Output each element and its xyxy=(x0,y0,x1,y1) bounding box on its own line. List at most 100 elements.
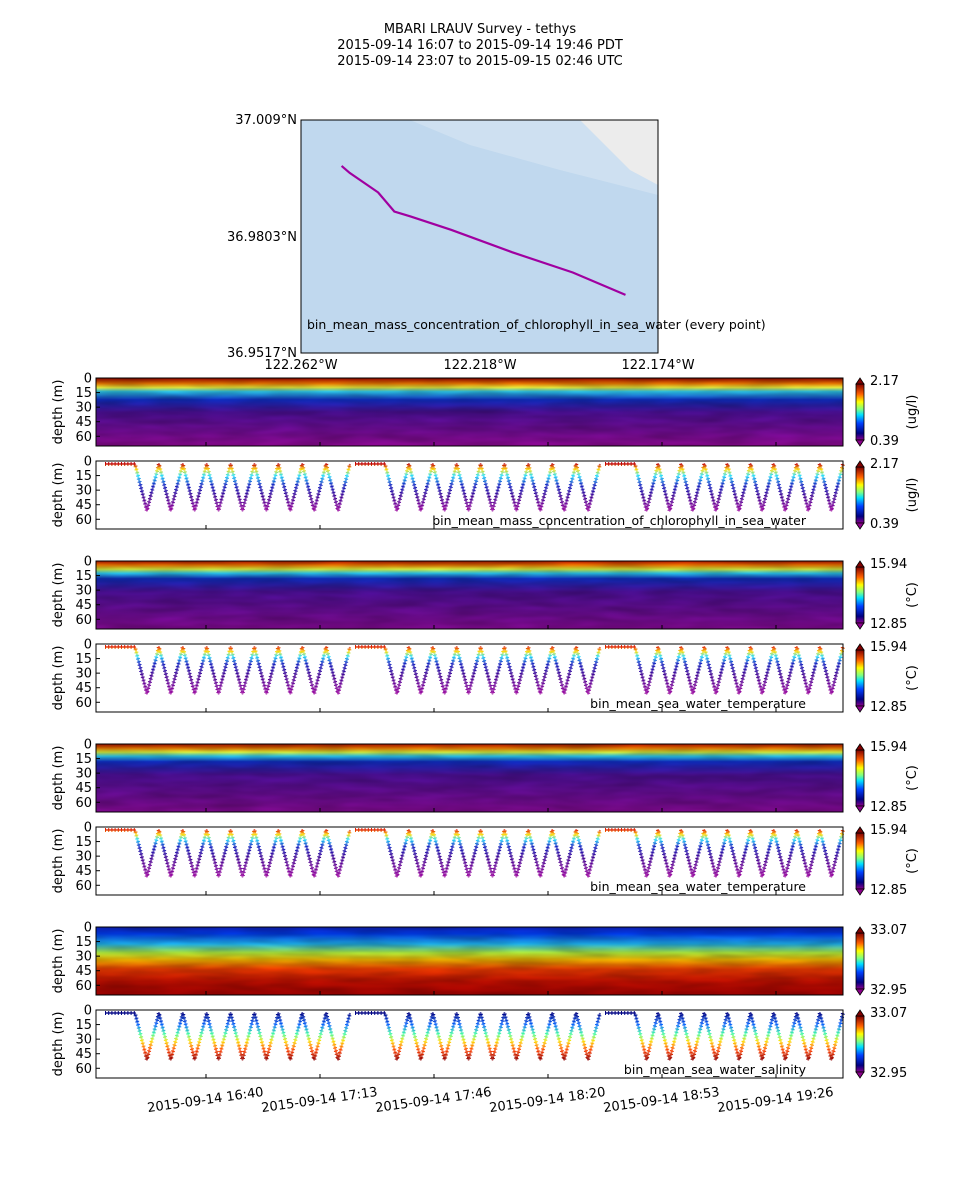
chlorophyll-profile-colorbar-min-arrow xyxy=(855,522,865,530)
temperature-section-2-ytick-label: 45 xyxy=(75,781,92,796)
chlorophyll-profile-colorbar-max: 2.17 xyxy=(870,457,899,472)
temperature-profile-ytick-label: 15 xyxy=(75,652,92,667)
temperature-section-ytick-label: 0 xyxy=(84,555,92,570)
temperature-section-2-ylabel: depth (m) xyxy=(51,746,66,811)
temperature-section-texture xyxy=(96,561,843,629)
temperature-profile-2-ytick-label: 0 xyxy=(84,821,92,836)
temperature-section-2-colorbar-max: 15.94 xyxy=(870,740,907,755)
salinity-profile-ytick-label: 30 xyxy=(75,1033,92,1048)
temperature-profile-ylabel: depth (m) xyxy=(51,646,66,711)
temperature-profile-yoyo-line xyxy=(105,646,844,695)
temperature-section-ytick-label: 45 xyxy=(75,598,92,613)
chlorophyll-profile-frame xyxy=(95,460,844,530)
chlorophyll-profile-ytick-label: 15 xyxy=(75,469,92,484)
temperature-section-2-colorbar-min-arrow xyxy=(855,805,865,813)
chlorophyll-section-colorbar xyxy=(855,383,865,441)
map-ylabel-mid: 36.9803°N xyxy=(227,230,297,245)
salinity-profile-colorbar-max: 33.07 xyxy=(870,1006,907,1021)
salinity-section-colorbar-max: 33.07 xyxy=(870,923,907,938)
chlorophyll-profile-colorbar-min: 0.39 xyxy=(870,517,899,532)
salinity-section-frame xyxy=(95,926,844,996)
title-line-1: MBARI LRAUV Survey - tethys xyxy=(383,22,577,37)
time-tick-5: 2015-09-14 19:26 xyxy=(716,1085,834,1116)
salinity-profile-yoyo-line xyxy=(105,1012,844,1061)
chlorophyll-section-colorbar-max-arrow xyxy=(855,377,865,385)
chlorophyll-section-ytick-label: 30 xyxy=(75,401,92,416)
time-tick-3: 2015-09-14 18:20 xyxy=(488,1085,606,1116)
chlorophyll-profile-colorbar-label: (ug/l) xyxy=(905,478,920,513)
salinity-profile-ytick-label: 60 xyxy=(75,1062,92,1077)
temperature-profile-ytick-label: 0 xyxy=(84,638,92,653)
temperature-section-2-ytick-label: 15 xyxy=(75,752,92,767)
chlorophyll-section-ytick-label: 0 xyxy=(84,372,92,387)
temperature-section-frame xyxy=(95,560,844,630)
temperature-profile-2-frame xyxy=(95,826,844,896)
temperature-section-colorbar-min-arrow xyxy=(855,622,865,630)
salinity-profile-colorbar-min-arrow xyxy=(855,1071,865,1079)
time-tick-1: 2015-09-14 17:13 xyxy=(260,1085,378,1116)
temperature-profile-colorbar-label: (°C) xyxy=(905,665,920,691)
temperature-profile-2-colorbar-min-arrow xyxy=(855,888,865,896)
temperature-profile-colorbar-min-arrow xyxy=(855,705,865,713)
chlorophyll-profile-ytick-label: 30 xyxy=(75,484,92,499)
title-line-3: 2015-09-14 23:07 to 2015-09-15 02:46 UTC xyxy=(337,54,623,69)
temperature-section-2-ytick-label: 30 xyxy=(75,767,92,782)
map-xlabel-left: 122.262°W xyxy=(264,358,337,373)
chlorophyll-profile-yoyo-line xyxy=(105,463,844,512)
chlorophyll-profile-ytick-label: 0 xyxy=(84,455,92,470)
temperature-section-2-texture xyxy=(96,744,843,812)
temperature-profile-colorbar xyxy=(855,649,865,707)
chlorophyll-section-texture xyxy=(96,378,843,446)
salinity-profile-colorbar-max-arrow xyxy=(855,1009,865,1017)
temperature-section-colorbar-label: (°C) xyxy=(905,582,920,608)
salinity-section-ytick-label: 0 xyxy=(84,921,92,936)
chlorophyll-section-ytick-label: 15 xyxy=(75,386,92,401)
temperature-profile-2-ytick-label: 60 xyxy=(75,879,92,894)
map-land xyxy=(580,120,658,185)
temperature-section-2-colorbar-label: (°C) xyxy=(905,765,920,791)
salinity-profile-ytick-label: 15 xyxy=(75,1018,92,1033)
temperature-section-colorbar-max-arrow xyxy=(855,560,865,568)
temperature-profile-ytick-label: 30 xyxy=(75,667,92,682)
auv-track xyxy=(340,165,626,296)
temperature-profile-colorbar-max: 15.94 xyxy=(870,640,907,655)
temperature-profile-2-ytick-label: 45 xyxy=(75,864,92,879)
salinity-profile-ytick-label: 0 xyxy=(84,1004,92,1019)
temperature-section-2-ytick-label: 60 xyxy=(75,796,92,811)
chlorophyll-section-ytick-label: 45 xyxy=(75,415,92,430)
temperature-profile-2-colorbar-min: 12.85 xyxy=(870,883,907,898)
chlorophyll-profile-variable-label: bin_mean_mass_concentration_of_chlorophy… xyxy=(432,513,807,528)
temperature-profile-colorbar-min: 12.85 xyxy=(870,700,907,715)
chlorophyll-section-ylabel: depth (m) xyxy=(51,380,66,445)
temperature-section-colorbar-max: 15.94 xyxy=(870,557,907,572)
chlorophyll-section-colorbar-label: (ug/l) xyxy=(905,395,920,430)
chlorophyll-profile-panel: bin_mean_mass_concentration_of_chlorophy… xyxy=(51,455,920,533)
map-ylabel-top: 37.009°N xyxy=(235,113,297,128)
salinity-profile-ytick-label: 45 xyxy=(75,1047,92,1062)
salinity-section-ytick-label: 45 xyxy=(75,964,92,979)
map-frame xyxy=(300,119,659,354)
chlorophyll-profile-ytick-label: 45 xyxy=(75,498,92,513)
salinity-profile-variable-label: bin_mean_sea_water_salinity xyxy=(624,1062,807,1077)
temperature-section-2-colorbar-max-arrow xyxy=(855,743,865,751)
time-tick-4: 2015-09-14 18:53 xyxy=(602,1085,720,1116)
map-xlabel-mid: 122.218°W xyxy=(443,358,516,373)
map-panel: bin_mean_mass_concentration_of_chlorophy… xyxy=(227,113,766,373)
salinity-section-colorbar-max-arrow xyxy=(855,926,865,934)
chlorophyll-profile-ytick-label: 60 xyxy=(75,513,92,528)
temperature-profile-2-colorbar xyxy=(855,832,865,890)
chlorophyll-profile-ylabel: depth (m) xyxy=(51,463,66,528)
salinity-section-colorbar xyxy=(855,932,865,990)
salinity-section-ylabel: depth (m) xyxy=(51,929,66,994)
map-annotation: bin_mean_mass_concentration_of_chlorophy… xyxy=(307,317,766,332)
temperature-section-ytick-label: 15 xyxy=(75,569,92,584)
